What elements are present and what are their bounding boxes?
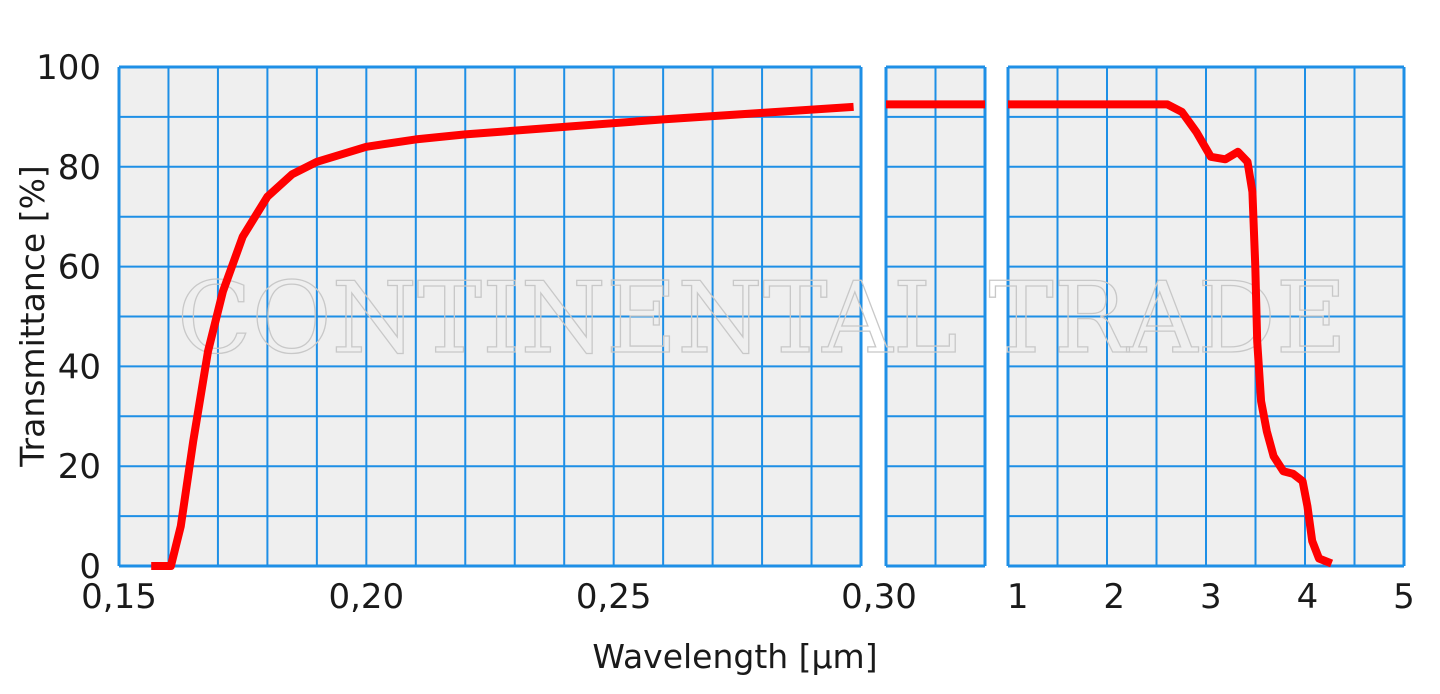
x-tick-label: 3 [1200,577,1222,617]
x-tick-label: 5 [1393,577,1415,617]
x-tick-labels: 0,15 0,20 0,25 0,30 1 2 3 4 5 [81,577,1415,617]
x-tick-label: 0,25 [576,577,652,617]
y-tick-label: 20 [58,447,101,487]
x-tick-label: 2 [1103,577,1125,617]
curve-series-ir [1008,100,1334,568]
watermark-text: CONTINENTAL TRADE [177,262,1347,376]
x-tick-label: 1 [1007,577,1029,617]
x-tick-label: 0,30 [841,577,917,617]
y-tick-label: 0 [79,547,101,587]
y-tick-label: 100 [36,48,101,88]
plot-panels [117,65,1406,568]
x-axis-label: Wavelength [µm] [592,637,877,676]
y-tick-label: 40 [58,347,101,387]
y-tick-label: 80 [58,148,101,188]
x-tick-label: 4 [1297,577,1319,617]
x-tick-label: 0,20 [328,577,404,617]
y-axis-label: Transmittance [%] [13,165,52,468]
y-tick-label: 60 [58,248,101,288]
x-tick-label: 0,15 [81,577,157,617]
y-tick-labels: 0 20 40 60 80 100 [36,48,101,587]
transmittance-curve [151,100,1334,570]
curve-series-uv [151,102,854,570]
